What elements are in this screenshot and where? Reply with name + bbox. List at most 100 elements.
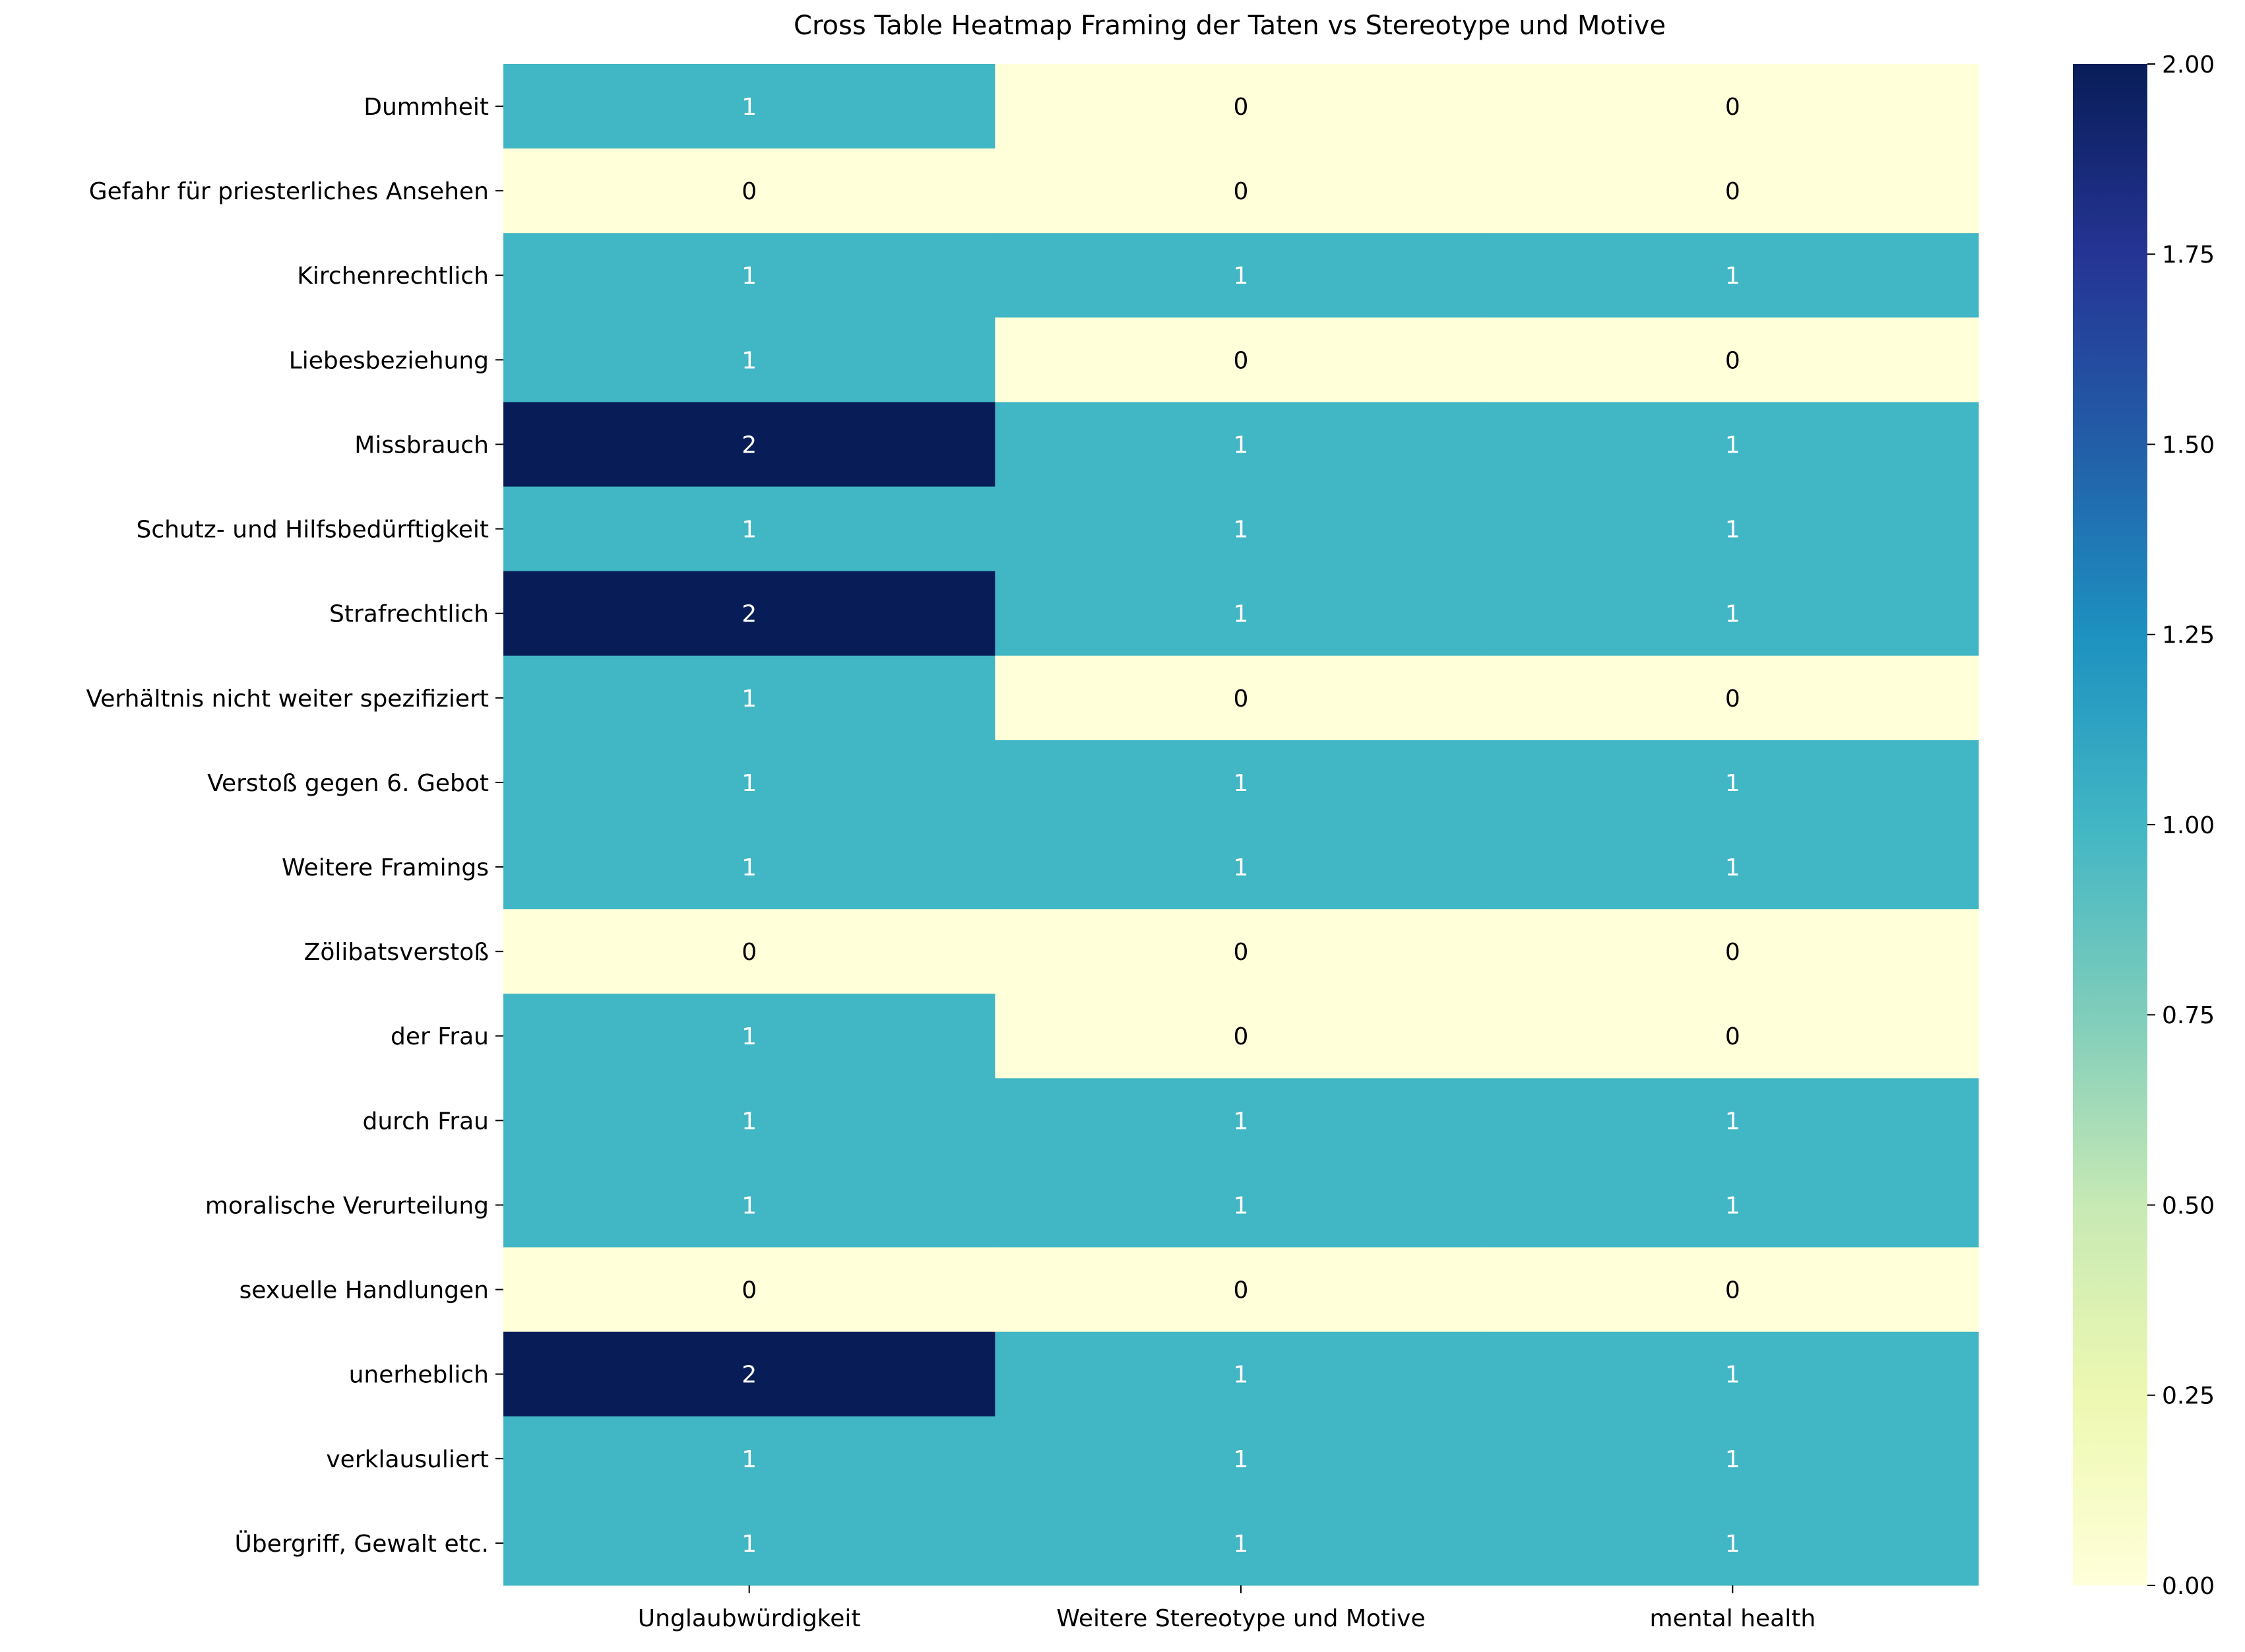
heatmap-cell [503,740,996,825]
cell-value-label: 1 [1725,431,1740,459]
heatmap-cell [995,1500,1488,1586]
column-tick-label: Weitere Stereotype und Motive [1056,1605,1425,1632]
cell-value-label: 1 [1234,601,1249,628]
heatmap-cell [995,740,1488,825]
heatmap-cell [1486,1416,1979,1502]
heatmap-cell [995,571,1488,656]
cell-value-label: 1 [742,685,757,713]
row-tick-label: Verhältnis nicht weiter spezifiziert [86,685,489,713]
heatmap-cell [995,909,1488,994]
heatmap-cell [995,825,1488,910]
cell-value-label: 0 [742,939,757,966]
cell-value-label: 1 [1725,1446,1740,1473]
cell-value-label: 0 [1725,939,1740,966]
cell-value-label: 1 [1234,263,1249,290]
heatmap-cell [995,1247,1488,1333]
cell-value-label: 0 [1725,1023,1740,1050]
heatmap-cell [1486,825,1979,910]
cell-value-label: 2 [742,601,757,628]
heatmap-cell [503,1331,996,1417]
heatmap-cell [995,1416,1488,1502]
cell-value-label: 1 [1725,263,1740,290]
cell-value-label: 1 [1234,431,1249,459]
heatmap-cell [503,486,996,572]
heatmap-cells: 1 0 0 0 0 0 1 1 1 1 0 0 2 1 1 1 1 1 2 1 1 1 0 0 1 1 1 1 1 1 0 0 0 1 0 0 1 1 1 1… [503,64,1979,1586]
heatmap-cell [503,1416,996,1502]
row-tick-label: Dummheit [364,94,489,121]
row-tick-label: Verstoß gegen 6. Gebot [207,770,489,797]
cell-value-label: 1 [1725,1192,1740,1219]
column-tick-label: mental health [1650,1605,1816,1632]
cell-value-label: 0 [1725,94,1740,121]
cell-value-label: 1 [1234,1108,1249,1135]
heatmap-cell [1486,1247,1979,1333]
heatmap-cell [503,64,996,149]
row-tick-label: moralische Verurteilung [205,1192,489,1219]
cell-value-label: 1 [1234,1362,1249,1389]
cell-value-label: 1 [742,1446,757,1473]
heatmap-cell [1486,486,1979,572]
heatmap-cell [995,1078,1488,1163]
colorbar-tick-label: 0.25 [2162,1383,2215,1410]
colorbar-tick-label: 1.00 [2162,812,2215,839]
row-tick-label: der Frau [391,1023,489,1050]
heatmap-cell [1486,1078,1979,1163]
cell-value-label: 1 [1234,1446,1249,1473]
heatmap-cell [503,1162,996,1248]
heatmap-cell [503,1247,996,1333]
cell-value-label: 0 [1725,685,1740,713]
cell-value-label: 0 [1725,347,1740,374]
heatmap-cell [1486,655,1979,741]
heatmap-cell [995,233,1488,318]
cell-value-label: 1 [742,263,757,290]
heatmap-cell [503,909,996,994]
heatmap-cell [1486,909,1979,994]
cell-value-label: 0 [1234,178,1249,205]
cell-value-label: 1 [1234,854,1249,881]
cell-value-label: 2 [742,431,757,459]
heatmap-cell [1486,317,1979,402]
row-tick-label: Missbrauch [354,431,489,459]
heatmap-cell [503,148,996,234]
heatmap-cell [1486,64,1979,149]
heatmap-cell [503,994,996,1079]
cell-value-label: 1 [1234,517,1249,544]
cell-value-label: 0 [1234,347,1249,374]
row-tick-label: unerheblich [349,1362,489,1389]
cell-value-label: 1 [742,1531,757,1558]
cell-value-label: 0 [1234,94,1249,121]
heatmap-cell [1486,1331,1979,1417]
row-labels: Dummheit Gefahr für priesterliches Ansehe… [86,94,503,1558]
cell-value-label: 1 [1725,517,1740,544]
heatmap-cell [503,1078,996,1163]
heatmap-cell [503,571,996,656]
colorbar-tick-label: 0.75 [2162,1002,2215,1029]
row-tick-label: Übergriff, Gewalt etc. [235,1530,489,1558]
chart-title: Cross Table Heatmap Framing der Taten vs… [794,11,1666,41]
cell-value-label: 0 [1234,685,1249,713]
cell-value-label: 1 [1234,1192,1249,1219]
heatmap-cell [995,64,1488,149]
colorbar-tick-label: 0.00 [2162,1573,2215,1600]
heatmap-cell [1486,1162,1979,1248]
cell-value-label: 0 [1725,178,1740,205]
colorbar-gradient [2073,64,2147,1585]
heatmap-cell [1486,1500,1979,1586]
colorbar-tick-label: 2.00 [2162,51,2215,79]
cell-value-label: 1 [742,347,757,374]
row-tick-label: Liebesbeziehung [289,347,489,374]
heatmap-cell [995,148,1488,234]
heatmap-cell [995,1331,1488,1417]
colorbar-tick-label: 1.25 [2162,622,2215,649]
cell-value-label: 0 [1234,1023,1249,1050]
cell-value-label: 1 [1725,601,1740,628]
row-tick-label: Weitere Framings [282,854,489,881]
colorbar-tick-label: 0.50 [2162,1192,2215,1219]
heatmap-cell [995,317,1488,402]
heatmap-cell [1486,994,1979,1079]
cell-value-label: 2 [742,1362,757,1389]
row-tick-label: verklausuliert [326,1446,489,1473]
cell-value-label: 1 [742,1108,757,1135]
heatmap-cell [1486,402,1979,488]
